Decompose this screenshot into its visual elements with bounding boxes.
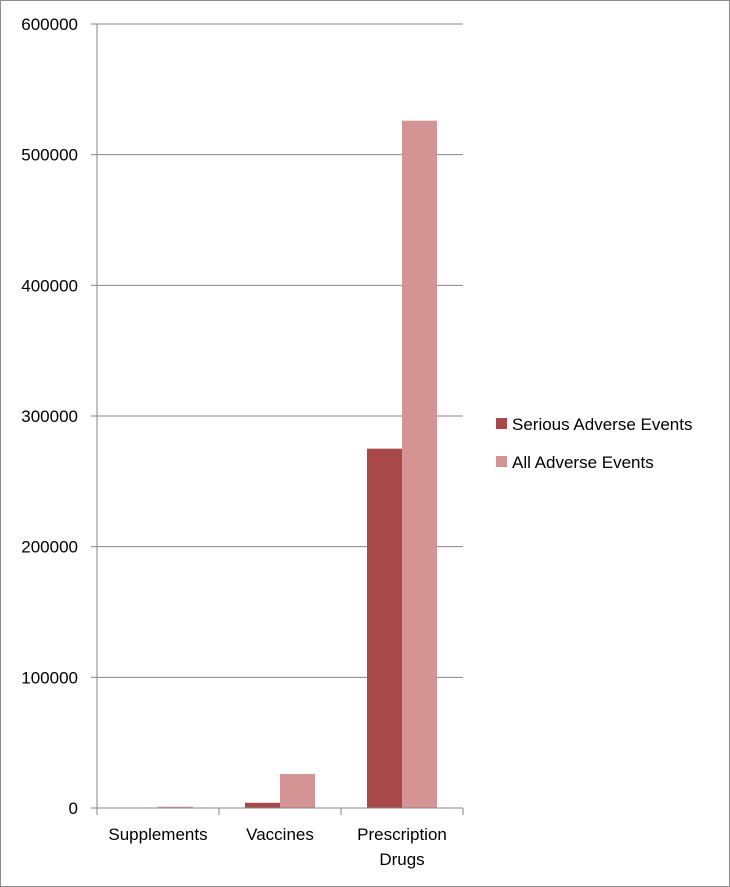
- y-tick-label: 400000: [21, 276, 78, 295]
- legend: Serious Adverse Events All Adverse Events: [496, 415, 692, 472]
- x-tick-label: Prescription: [357, 825, 447, 844]
- bar: [245, 802, 280, 808]
- bars: [158, 120, 437, 808]
- y-tick-label: 500000: [21, 146, 78, 165]
- bar: [402, 120, 437, 808]
- x-tick-label: Vaccines: [246, 825, 314, 844]
- legend-label: All Adverse Events: [512, 453, 654, 472]
- bar: [158, 806, 193, 808]
- x-tick-label: Drugs: [379, 850, 424, 869]
- y-tick-label: 100000: [21, 668, 78, 687]
- y-tick-label: 600000: [21, 15, 78, 34]
- axes: [91, 23, 464, 815]
- y-tick-label: 200000: [21, 538, 78, 557]
- bar: [367, 448, 402, 808]
- legend-swatch: [496, 456, 507, 467]
- tick-labels: 0 100000 200000 300000 400000 500000 600000 Sup…: [21, 15, 447, 869]
- bar: [280, 774, 315, 808]
- y-tick-label: 0: [69, 799, 78, 818]
- x-tick-label: Supplements: [108, 825, 207, 844]
- legend-swatch: [496, 418, 507, 429]
- legend-label: Serious Adverse Events: [512, 415, 692, 434]
- y-tick-label: 300000: [21, 407, 78, 426]
